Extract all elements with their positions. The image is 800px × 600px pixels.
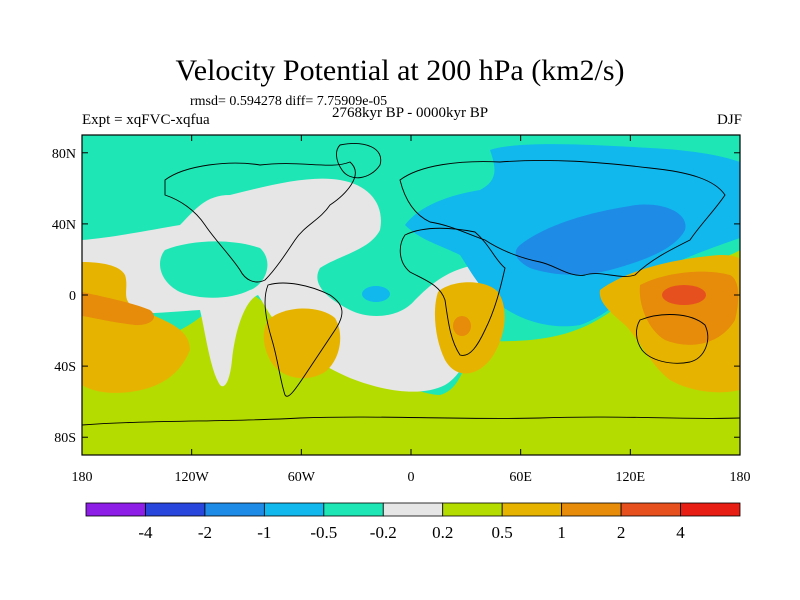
colorbar-swatch <box>442 502 503 517</box>
x-tick-label: 60W <box>288 470 316 485</box>
y-tick-label: 80S <box>54 431 76 446</box>
colorbar-level-label: -0.2 <box>370 523 397 542</box>
x-tick-label: 120W <box>175 470 210 485</box>
chart-subtitle: 2768kyr BP - 0000kyr BP <box>331 105 489 121</box>
colorbar-swatch <box>561 502 622 517</box>
contour-fill-group <box>82 135 740 455</box>
colorbar-level-label: -2 <box>198 523 212 542</box>
x-tick-label: 180 <box>730 470 751 485</box>
colorbar-swatch <box>620 502 681 517</box>
region-asia-core <box>515 204 686 275</box>
colorbar-swatch <box>204 502 265 517</box>
coast-north-america <box>164 161 356 283</box>
colorbar-level-label: 1 <box>557 523 566 542</box>
colorbar-level-label: 0.2 <box>432 523 453 542</box>
x-tick-label: 0 <box>408 470 415 485</box>
region-pacific-teal <box>160 241 268 298</box>
x-tick-label: 120E <box>616 470 646 485</box>
y-tick-label: 40S <box>54 360 76 375</box>
y-tick-label: 0 <box>69 289 76 304</box>
colorbar-swatch <box>323 502 384 517</box>
region-pacific-yellow <box>82 262 190 393</box>
coast-australia <box>636 314 709 364</box>
y-tick-label: 40N <box>52 218 76 233</box>
colorbar-level-label: 0.5 <box>492 523 513 542</box>
colorbar-level-label: 2 <box>617 523 626 542</box>
colorbar-level-label: 4 <box>676 523 685 542</box>
region-atlantic-white <box>82 178 540 392</box>
region-samerica-yellow <box>263 308 341 379</box>
y-tick-label: 80N <box>52 147 76 162</box>
colorbar-swatch <box>501 502 563 517</box>
region-maritime-red <box>662 285 706 305</box>
region-atlantic-blue-spot <box>362 286 390 302</box>
x-tick-label: 180 <box>72 470 93 485</box>
region-pacific-orange <box>82 292 155 326</box>
colorbar-level-label: -1 <box>257 523 271 542</box>
stats-label: rmsd= 0.594278 diff= 7.75909e-05 <box>190 94 388 109</box>
colorbar-swatch <box>263 502 325 517</box>
coast-africa <box>399 227 506 356</box>
region-africa-orange <box>453 316 471 336</box>
axis-ticks: 180 120W 60W 0 60E 120E 180 80N 40N 0 40S 80S <box>52 135 751 485</box>
coastlines <box>82 143 740 426</box>
experiment-label: Expt = xqFVC-xqfua <box>82 112 210 128</box>
colorbar-swatch <box>145 502 206 517</box>
season-label: DJF <box>716 112 742 128</box>
region-maritime-orange <box>639 271 739 345</box>
x-tick-label: 60E <box>509 470 532 485</box>
colorbar-level-label: -0.5 <box>310 523 337 542</box>
coast-antarctica <box>82 416 740 426</box>
coast-eurasia <box>399 159 726 277</box>
chart-title: Velocity Potential at 200 hPa (km2/s) <box>175 54 625 87</box>
colorbar-swatch <box>680 502 741 517</box>
colorbar-swatch <box>85 502 146 517</box>
colorbar-swatch <box>382 502 444 517</box>
colorbar: -4 -2 -1 -0.5 -0.2 0.2 0.5 1 2 4 <box>85 502 741 542</box>
coast-greenland <box>336 143 382 179</box>
colorbar-level-label: -4 <box>138 523 153 542</box>
coast-south-america <box>264 282 343 397</box>
